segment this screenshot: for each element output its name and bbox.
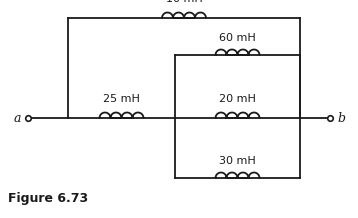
- Text: 10 mH: 10 mH: [166, 0, 202, 4]
- Text: Figure 6.73: Figure 6.73: [8, 192, 88, 205]
- Text: 20 mH: 20 mH: [219, 94, 256, 104]
- Text: a: a: [14, 111, 21, 124]
- Text: b: b: [337, 111, 345, 124]
- Text: 25 mH: 25 mH: [103, 94, 140, 104]
- Text: 30 mH: 30 mH: [219, 156, 256, 166]
- Text: 60 mH: 60 mH: [219, 33, 256, 43]
